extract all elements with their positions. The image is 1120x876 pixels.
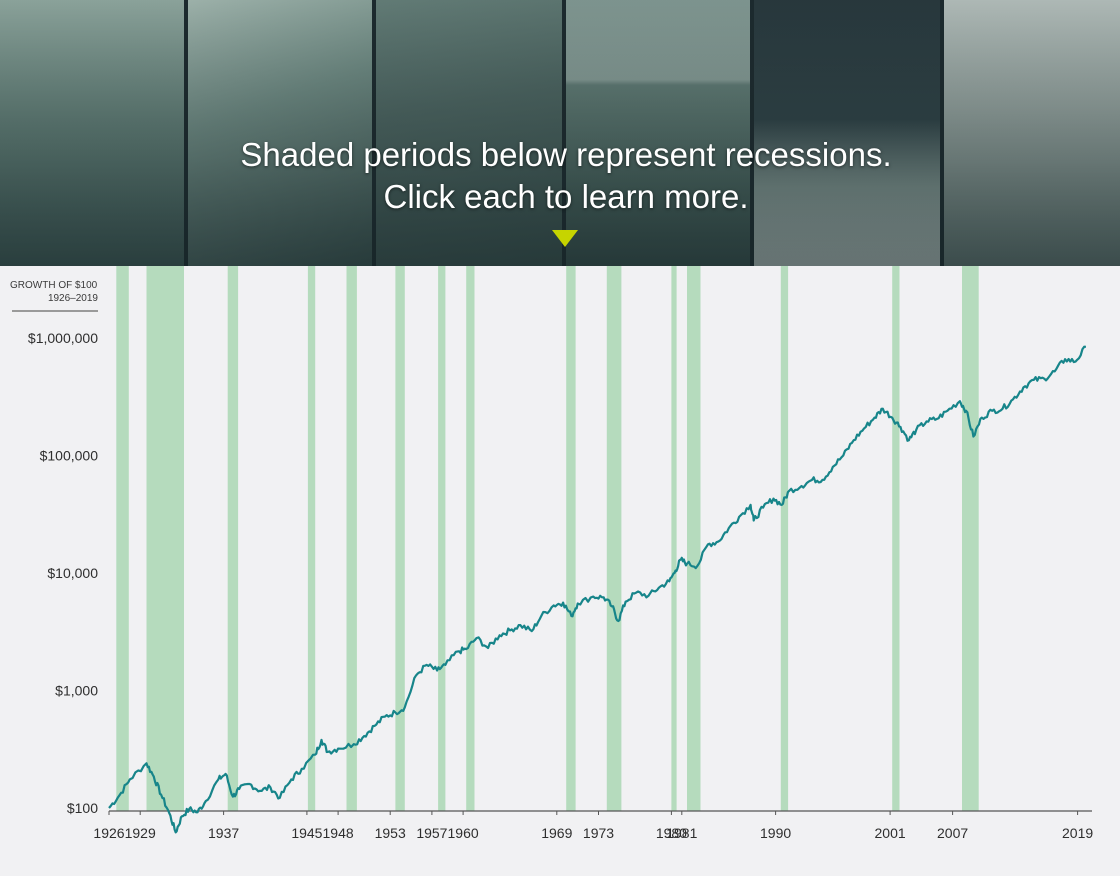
chart-title-line-2: 1926–2019 — [47, 293, 98, 304]
recession-band[interactable] — [466, 266, 475, 811]
y-tick-label: $1,000 — [55, 683, 98, 699]
y-tick-label: $100 — [67, 800, 98, 816]
y-tick-label: $100,000 — [40, 448, 99, 464]
recession-band[interactable] — [962, 266, 979, 811]
chart-title-line-1: GROWTH OF $100 — [10, 280, 98, 291]
x-tick-label: 2019 — [1062, 825, 1093, 841]
x-tick-label: 1969 — [541, 825, 572, 841]
chart-title: GROWTH OF $100 1926–2019 — [10, 279, 98, 305]
x-tick-label: 1929 — [125, 825, 156, 841]
recession-bands — [116, 266, 979, 811]
recession-band[interactable] — [227, 266, 239, 811]
down-arrow-icon — [552, 230, 578, 247]
x-tick-label: 1973 — [583, 825, 614, 841]
x-tick-label: 1953 — [375, 825, 406, 841]
recession-band[interactable] — [146, 266, 185, 811]
recession-band[interactable] — [566, 266, 576, 811]
recession-band[interactable] — [687, 266, 701, 811]
x-tick-label: 1960 — [448, 825, 479, 841]
x-tick-label: 1945 — [291, 825, 322, 841]
x-tick-label: 1990 — [760, 825, 791, 841]
recession-band[interactable] — [671, 266, 677, 811]
recession-band[interactable] — [346, 266, 357, 811]
x-tick-label: 1926 — [93, 825, 124, 841]
hero-banner: Shaded periods below represent recession… — [0, 0, 1120, 266]
x-tick-label: 1981 — [666, 825, 697, 841]
recession-band[interactable] — [780, 266, 789, 811]
recession-band[interactable] — [438, 266, 446, 811]
title-divider — [12, 310, 98, 312]
x-tick-label: 1948 — [323, 825, 354, 841]
y-tick-label: $1,000,000 — [28, 330, 98, 346]
y-tick-label: $10,000 — [47, 565, 98, 581]
banner-overlay — [0, 0, 1120, 266]
banner-heading: Shaded periods below represent recession… — [0, 134, 1120, 218]
x-tick-label: 1937 — [208, 825, 239, 841]
x-tick-label: 2001 — [875, 825, 906, 841]
recession-band[interactable] — [116, 266, 129, 811]
banner-line-1: Shaded periods below represent recession… — [240, 136, 892, 173]
recession-band[interactable] — [395, 266, 405, 811]
x-tick-label: 1957 — [416, 825, 447, 841]
recession-band[interactable] — [606, 266, 622, 811]
growth-line — [108, 345, 1087, 834]
growth-line-series — [108, 345, 1087, 834]
banner-line-2: Click each to learn more. — [383, 178, 749, 215]
x-tick-label: 2007 — [937, 825, 968, 841]
recession-band[interactable] — [892, 266, 900, 811]
recession-band[interactable] — [307, 266, 316, 811]
x-tick-label: 1980 — [656, 825, 687, 841]
